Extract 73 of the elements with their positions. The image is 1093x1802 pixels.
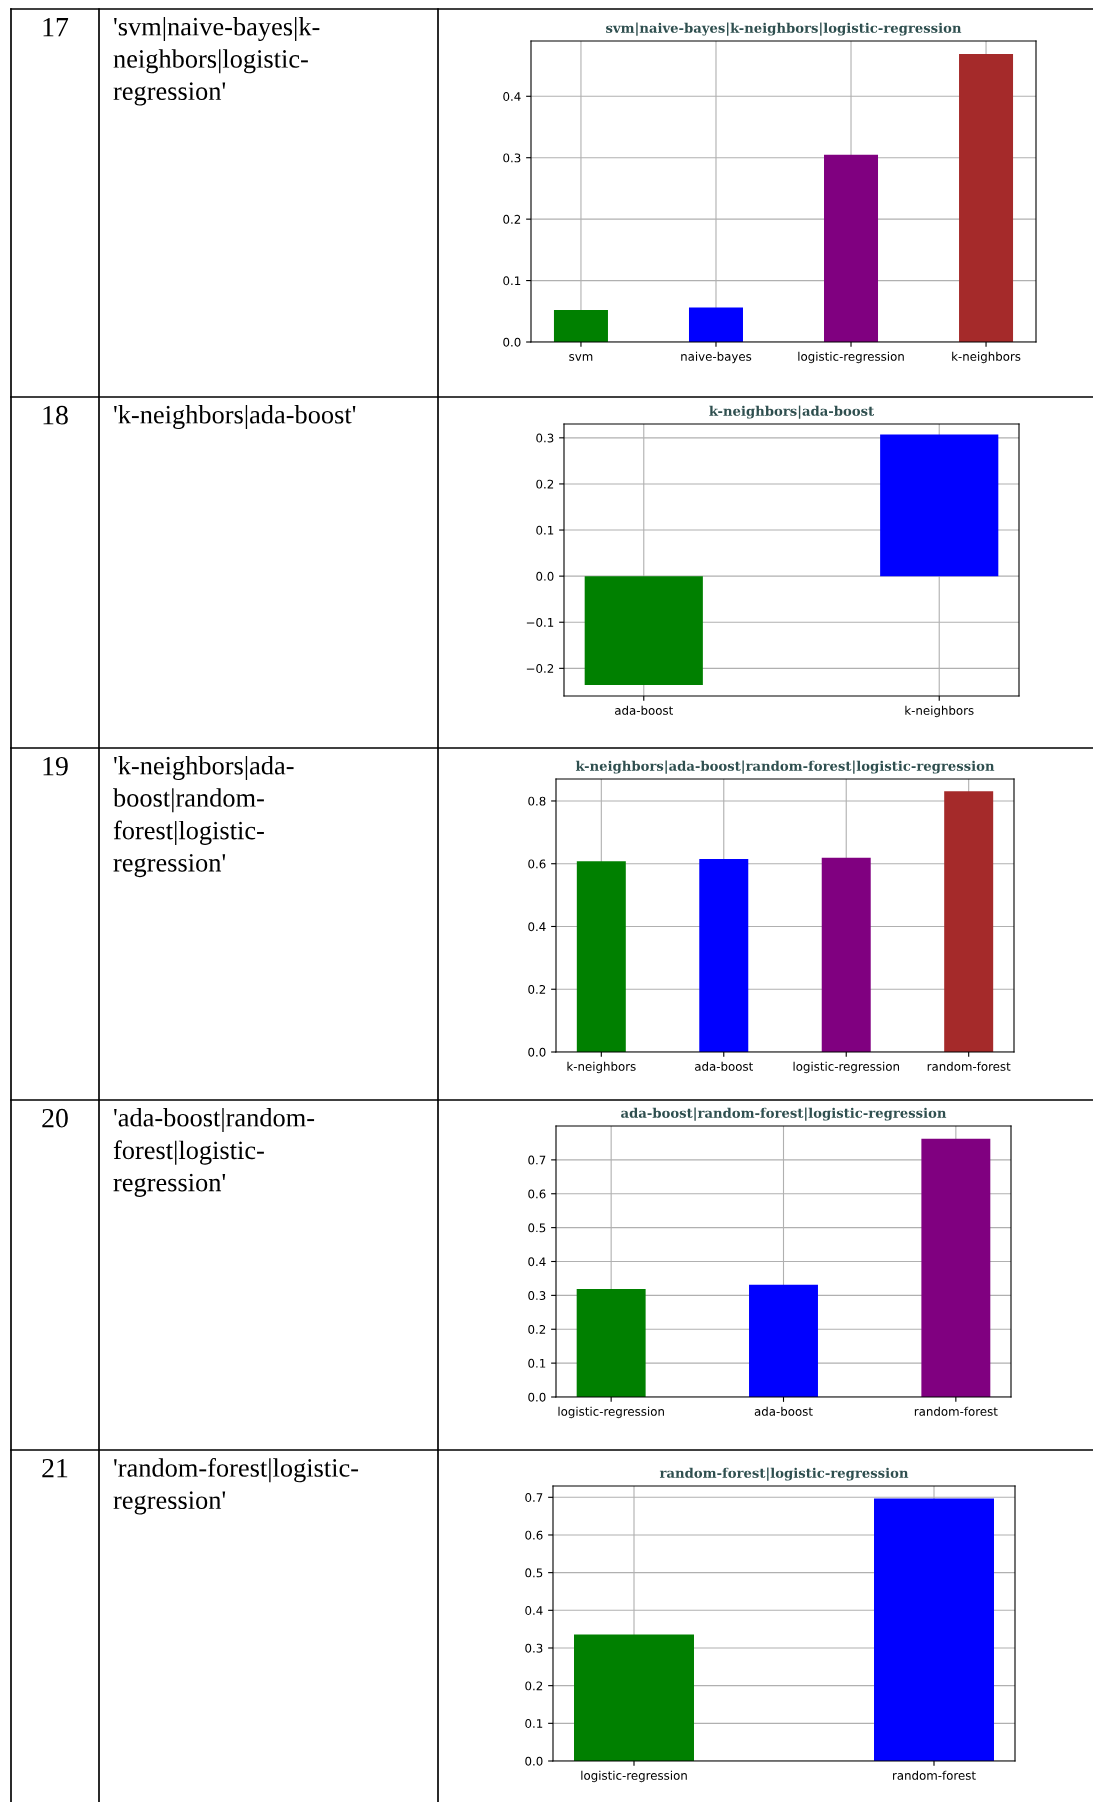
text: 19 — [43, 756, 68, 776]
bar — [824, 154, 879, 342]
y-tick-label: 0.3 — [525, 1643, 543, 1653]
y-tick-label: 0.1 — [536, 525, 554, 535]
y-tick-label: 0.0 — [503, 337, 521, 347]
text: 'ada-boost|random- forest|logistic- regression' — [113, 1108, 315, 1197]
bar — [944, 791, 994, 1052]
y-tick-label: 0.2 — [503, 214, 521, 224]
y-tick-label: 0.2 — [528, 1324, 546, 1334]
y-tick-label: −0.2 — [526, 664, 554, 673]
y-tick-label: 0.6 — [528, 1189, 546, 1199]
x-tick-label: k-neighbors — [905, 705, 974, 718]
x-tick-label: svm — [569, 354, 593, 361]
x-tick-label: ada-boost — [754, 1406, 813, 1416]
text: 20 — [42, 1108, 68, 1128]
bar — [749, 1284, 818, 1397]
chart-title: k-neighbors|ada-boost|random-forest|logistic-regression — [575, 760, 995, 774]
text: 21 — [42, 1458, 68, 1478]
chart-title: ada-boost|random-forest|logistic-regression — [621, 1107, 947, 1121]
bar — [576, 861, 626, 1052]
chart-title: k-neighbors|ada-boost — [709, 405, 875, 419]
y-tick-label: 0.1 — [503, 276, 521, 286]
x-tick-label: random-forest — [927, 1061, 1011, 1071]
x-tick-label: k-neighbors — [567, 1061, 636, 1074]
y-tick-label: 0.0 — [525, 1756, 543, 1766]
x-tick-label: k-neighbors — [952, 351, 1021, 364]
y-tick-label: −0.1 — [526, 617, 554, 627]
x-tick-label: logistic-regression — [558, 1406, 664, 1419]
y-tick-label: 0.1 — [525, 1719, 543, 1728]
bar — [821, 857, 871, 1052]
y-tick-label: 0.5 — [525, 1568, 543, 1578]
y-tick-label: 0.3 — [503, 153, 521, 163]
y-tick-label: 0.7 — [525, 1493, 543, 1502]
text: 'k-neighbors|ada-boost' — [114, 405, 356, 430]
y-tick-label: 0.0 — [528, 1047, 546, 1057]
y-tick-label: 0.5 — [528, 1223, 546, 1233]
bar — [553, 310, 608, 342]
y-tick-label: 0.2 — [536, 479, 554, 489]
text: 17 — [43, 17, 69, 37]
x-tick-label: logistic-regression — [581, 1770, 687, 1783]
text: 'svm|naive-bayes|k- neighbors|logistic- regression' — [113, 17, 320, 106]
x-tick-label: naive-bayes — [681, 351, 752, 364]
chart-title: random-forest|logistic-regression — [659, 1467, 909, 1481]
text: 'random-forest|logistic- regression' — [113, 1458, 359, 1515]
y-tick-label: 0.3 — [536, 433, 554, 443]
x-tick-label: random-forest — [893, 1770, 976, 1780]
chart-title: svm|naive-bayes|k-neighbors|logistic-regression — [606, 22, 962, 36]
x-tick-label: logistic-regression — [798, 351, 904, 364]
bar — [921, 1138, 991, 1397]
text: 'k-neighbors|ada- boost|random- forest|logistic- regression' — [113, 756, 294, 878]
y-tick-label: 0.6 — [528, 859, 546, 869]
y-tick-label: 0.4 — [525, 1606, 543, 1615]
x-tick-label: random-forest — [914, 1406, 998, 1416]
y-tick-label: 0.6 — [525, 1530, 543, 1540]
y-tick-label: 0.0 — [536, 571, 554, 581]
y-tick-label: 0.4 — [528, 1257, 546, 1267]
x-tick-label: logistic-regression — [793, 1061, 900, 1074]
bar — [699, 859, 749, 1052]
y-tick-label: 0.1 — [528, 1358, 546, 1368]
y-tick-label: 0.8 — [528, 796, 546, 806]
y-tick-label: 0.2 — [525, 1681, 543, 1691]
bar — [959, 53, 1014, 342]
x-tick-label: ada-boost — [695, 1061, 753, 1071]
y-tick-label: 0.3 — [528, 1291, 546, 1301]
bar — [576, 1288, 646, 1397]
y-tick-label: 0.4 — [503, 92, 521, 101]
text: 18 — [43, 405, 68, 425]
bar — [688, 307, 743, 342]
y-tick-label: 0.2 — [528, 984, 546, 994]
x-tick-label: ada-boost — [615, 705, 673, 715]
y-tick-label: 0.4 — [528, 922, 546, 932]
y-tick-label: 0.0 — [528, 1392, 546, 1402]
y-tick-label: 0.7 — [528, 1155, 546, 1165]
